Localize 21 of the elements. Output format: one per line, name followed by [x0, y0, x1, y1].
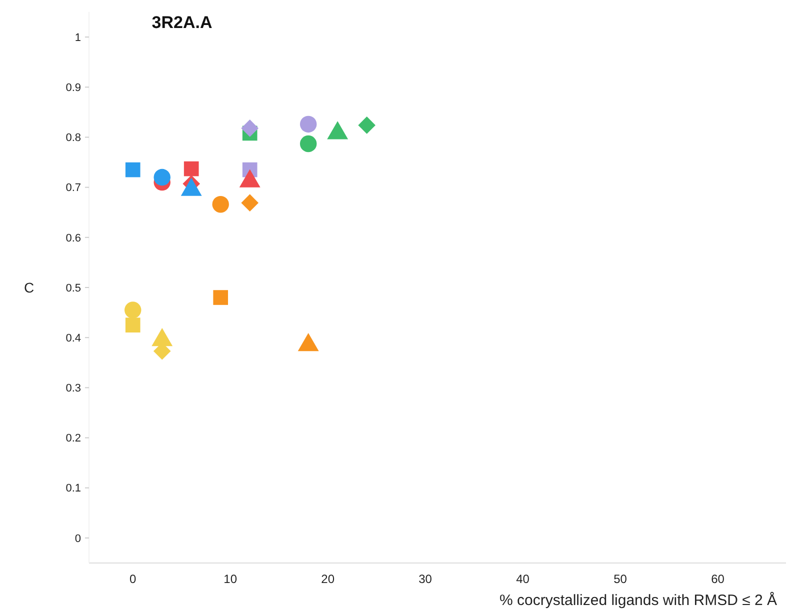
x-tick-label: 50 — [614, 572, 628, 586]
x-axis-title: % cocrystallized ligands with RMSD ≤ 2 Å — [500, 591, 777, 609]
x-tick-label: 20 — [321, 572, 335, 586]
y-tick-label: 1 — [74, 32, 81, 44]
y-axis-title: C — [24, 279, 34, 296]
x-tick-label: 60 — [711, 572, 725, 586]
x-tick-label: 30 — [418, 572, 432, 586]
y-tick-label: 0 — [74, 532, 81, 545]
y-tick-label: 0.8 — [66, 132, 81, 144]
y-tick-label: 0.5 — [66, 282, 81, 294]
y-tick-label: 0.4 — [66, 332, 81, 344]
y-tick-label: 0.9 — [66, 82, 81, 94]
y-tick-label: 0.3 — [66, 382, 81, 395]
y-tick-label: 0.1 — [66, 482, 81, 495]
x-tick-label: 0 — [130, 572, 137, 586]
chart-title: 3R2A.A — [152, 13, 212, 32]
y-tick-label: 0.7 — [66, 182, 81, 194]
x-tick-label: 10 — [224, 572, 238, 586]
y-tick-label: 0.6 — [66, 232, 81, 244]
x-tick-label: 40 — [516, 572, 530, 586]
y-tick-label: 0.2 — [66, 432, 81, 445]
